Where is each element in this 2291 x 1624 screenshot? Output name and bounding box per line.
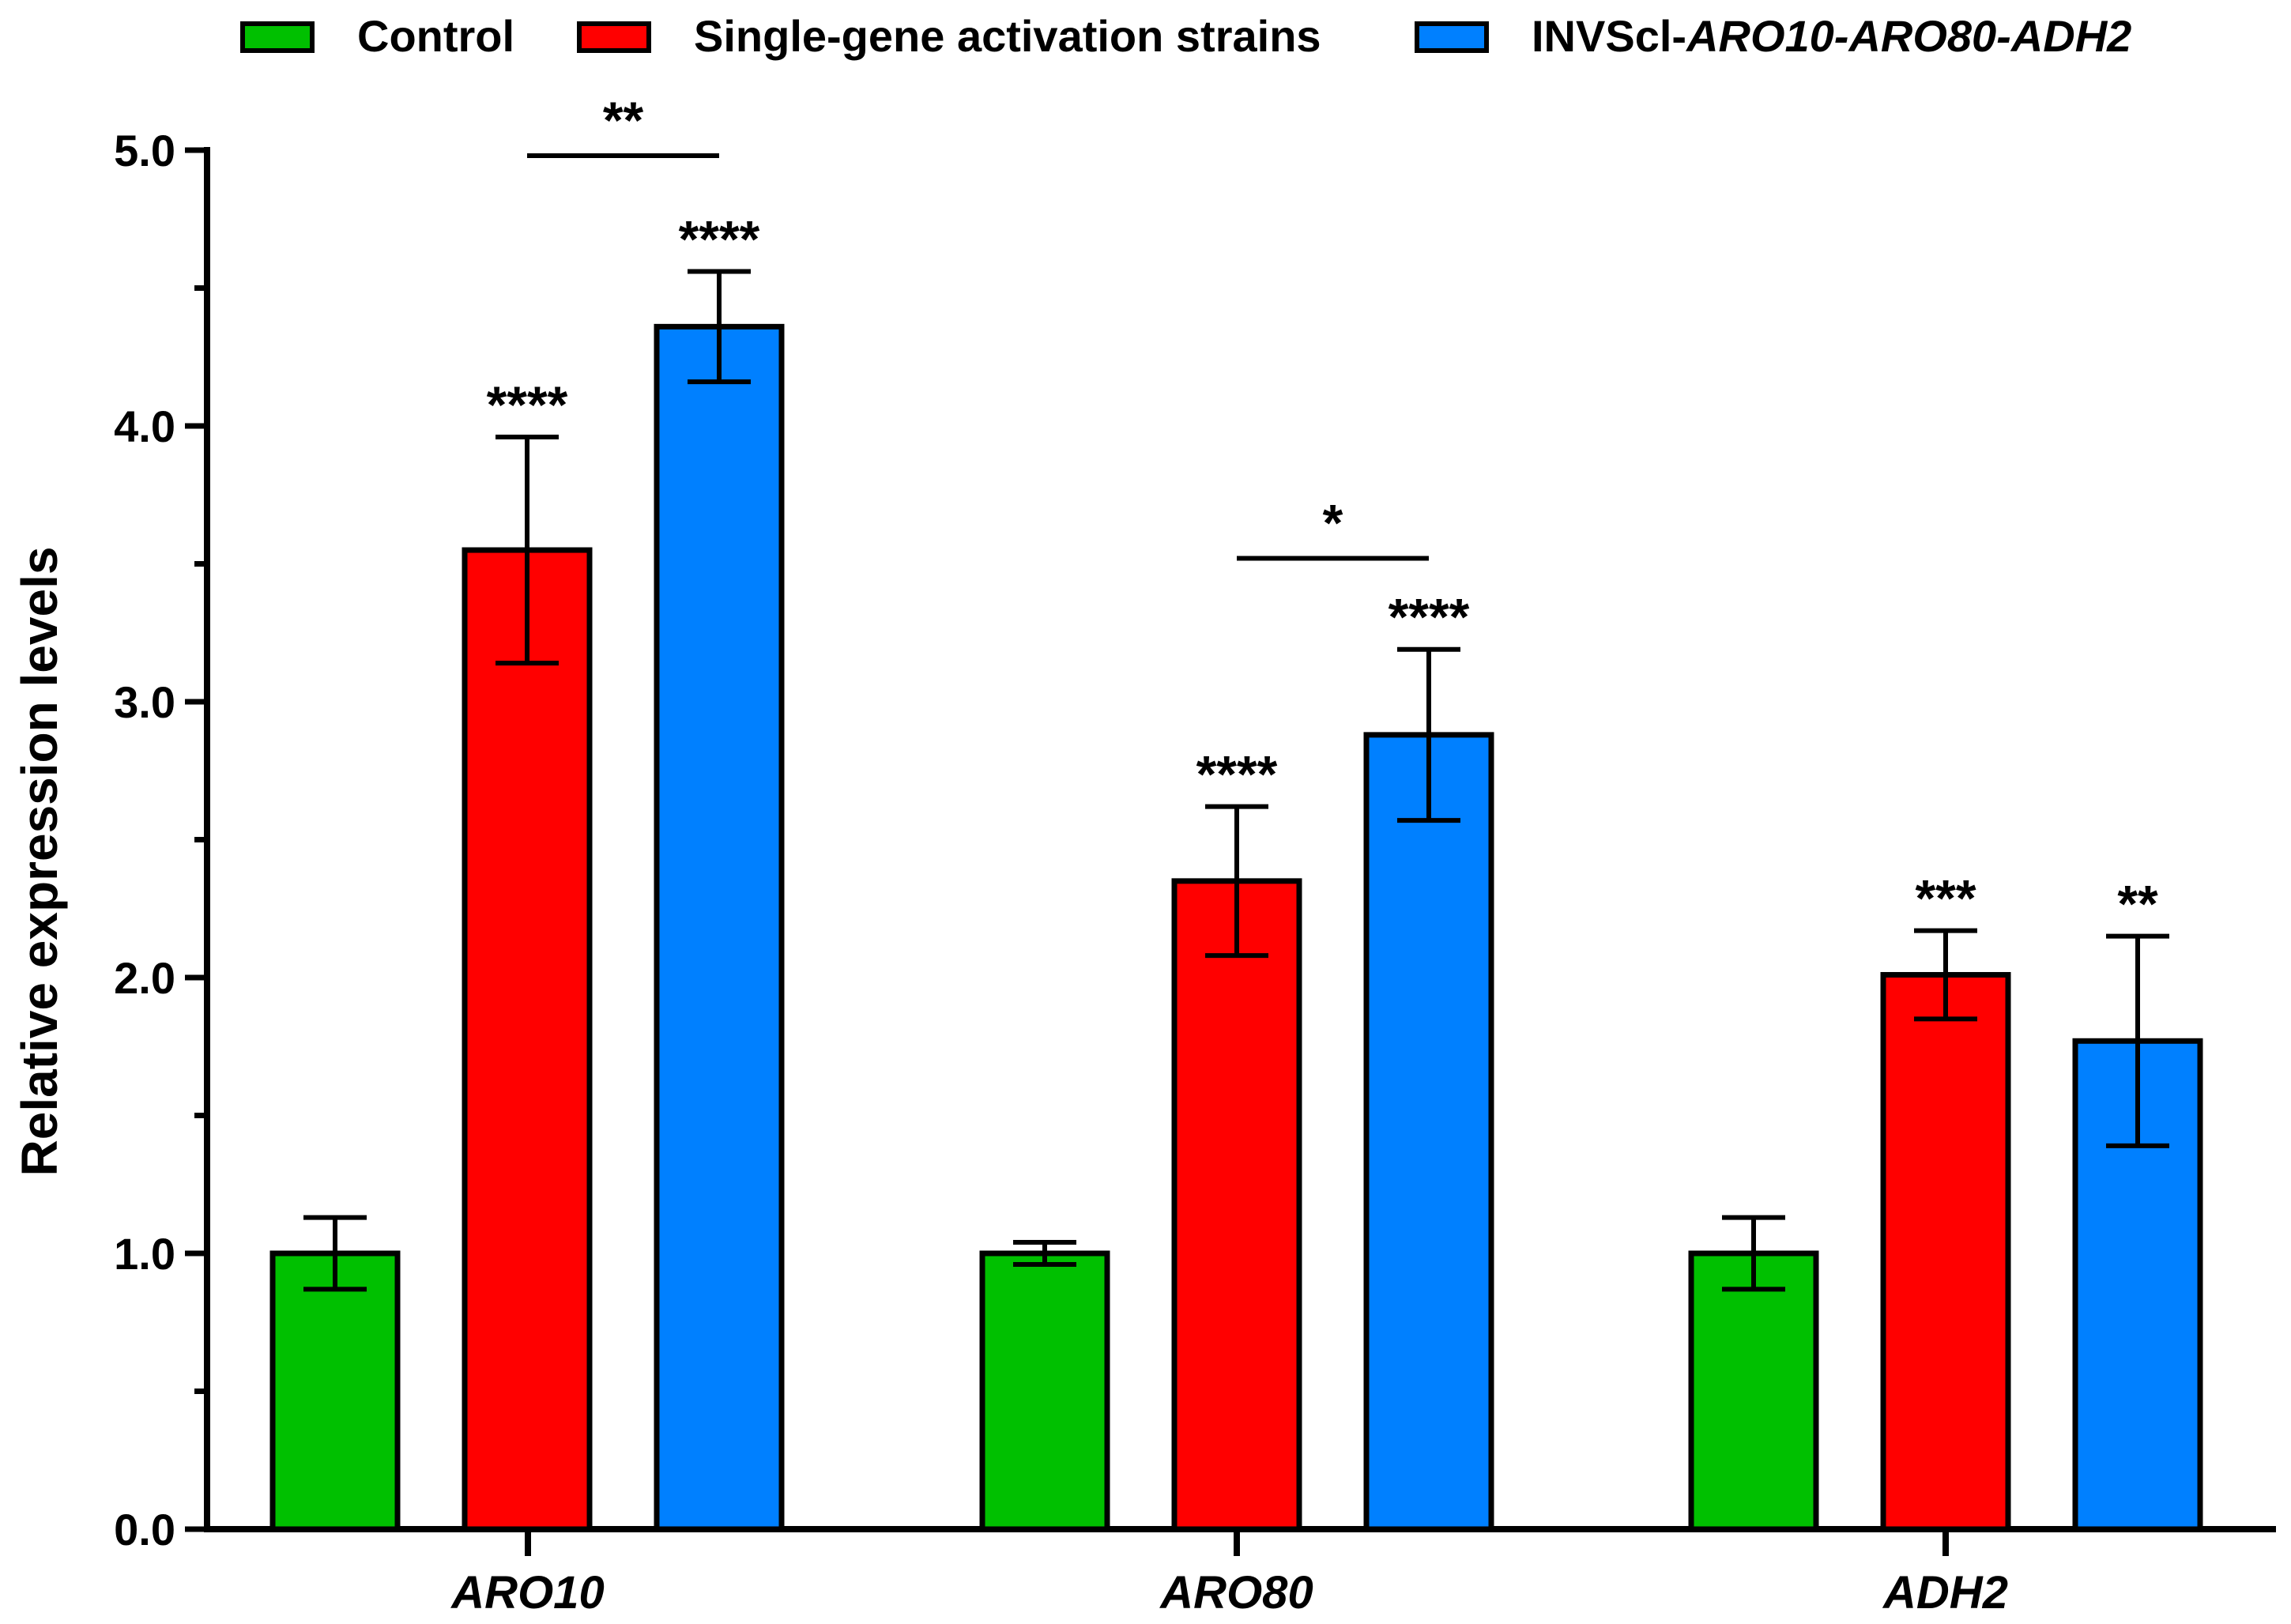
y-tick-label: 5.0 — [114, 126, 175, 175]
comparison-label: * — [1323, 494, 1343, 552]
x-tick-label: ARO10 — [450, 1567, 604, 1618]
x-tick-label: ADH2 — [1882, 1567, 2008, 1618]
legend-swatch — [240, 21, 315, 53]
significance-label: ** — [2117, 875, 2158, 933]
significance-label: **** — [679, 210, 760, 269]
significance-label: **** — [1196, 745, 1278, 804]
significance-label: **** — [487, 375, 568, 434]
significance-label: *** — [1915, 869, 1976, 928]
bar — [1363, 732, 1494, 1532]
legend-label: Single-gene activation strains — [694, 11, 1321, 61]
bar — [269, 1250, 401, 1532]
significance-label: **** — [1389, 588, 1470, 646]
legend-label: INVScl-ARO10-ARO80-ADH2 — [1532, 11, 2131, 61]
legend-label: Control — [357, 11, 514, 61]
annotations: ************************ — [487, 91, 2158, 933]
bar — [654, 323, 785, 1532]
x-tick-label: ARO80 — [1159, 1567, 1313, 1618]
bars — [269, 269, 2203, 1532]
y-tick-label: 3.0 — [114, 677, 175, 727]
legend-swatch — [1415, 21, 1489, 53]
y-tick-label: 1.0 — [114, 1229, 175, 1279]
comparison-label: ** — [603, 91, 644, 149]
legend-swatch — [577, 21, 651, 53]
y-tick-label: 2.0 — [114, 953, 175, 1003]
bar — [1880, 972, 2011, 1532]
bar — [1688, 1250, 1819, 1532]
y-tick-label: 0.0 — [114, 1505, 175, 1554]
y-tick-label: 4.0 — [114, 401, 175, 451]
bar — [979, 1250, 1110, 1532]
bar — [1171, 878, 1302, 1532]
bar — [462, 547, 593, 1532]
y-axis-label: Relative expression levels — [11, 547, 68, 1177]
legend: Control Single-gene activation strains INV… — [240, 11, 2131, 61]
